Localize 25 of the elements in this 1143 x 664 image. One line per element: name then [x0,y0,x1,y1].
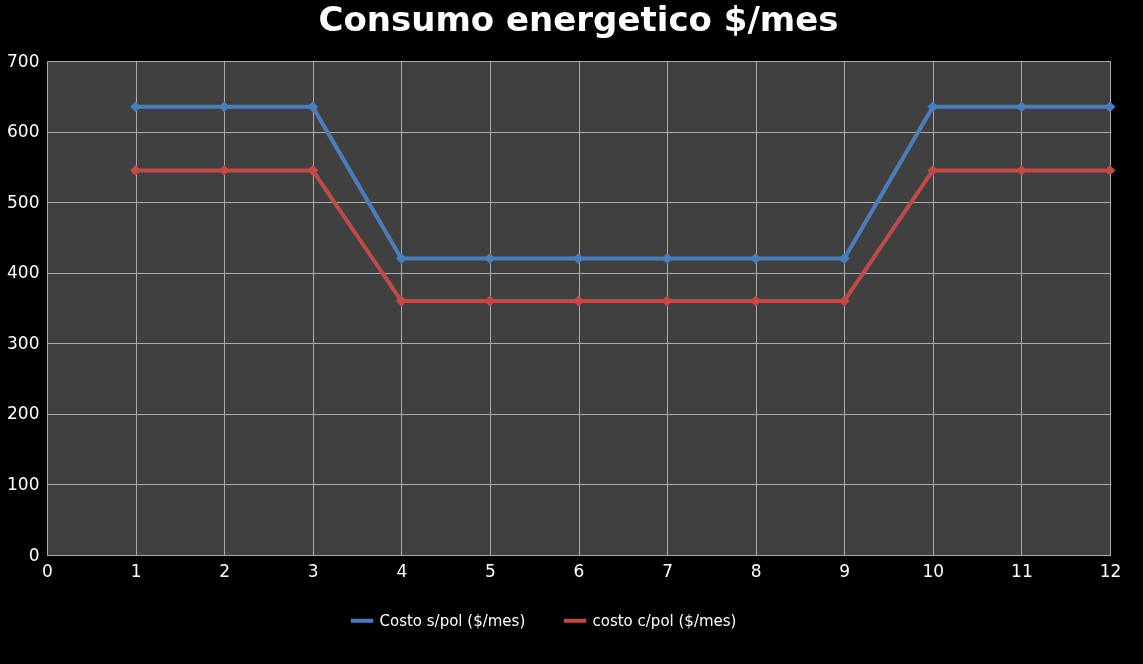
x-tick-label: 10 [922,560,945,581]
y-tick-label: 100 [7,473,40,494]
x-tick-label: 2 [219,560,231,581]
y-tick-label: 400 [7,262,40,283]
x-tick-label: 6 [573,560,585,581]
legend-label: costo c/pol ($/mes) [592,611,737,630]
x-tick-label: 5 [485,560,496,581]
x-tick-label: 9 [839,560,851,581]
y-tick-label: 200 [7,403,40,424]
x-tick-label: 7 [662,560,673,581]
y-tick-label: 700 [7,50,40,71]
x-tick-label: 0 [42,560,53,581]
y-tick-label: 500 [7,191,40,212]
x-tick-label: 8 [750,560,762,581]
chart-title: Consumo energetico $/mes [318,0,839,39]
legend-label: Costo s/pol ($/mes) [379,611,526,630]
point [573,253,584,265]
y-tick-label: 600 [7,121,40,142]
x-tick-label: 12 [1099,560,1122,581]
x-tick-label: 11 [1011,560,1033,581]
x-tick-label: 1 [130,560,142,581]
y-tick-label: 0 [28,544,40,565]
x-tick-label: 3 [307,560,319,581]
x-tick-label: 4 [396,560,408,581]
y-tick-label: 300 [7,332,40,353]
